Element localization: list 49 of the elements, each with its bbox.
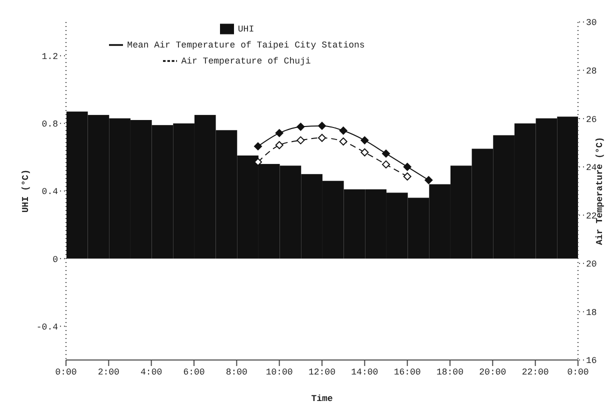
- point: [254, 158, 262, 166]
- legend-label: UHI: [238, 24, 254, 34]
- x-tick-label: 10:00: [266, 367, 293, 378]
- point: [360, 136, 369, 144]
- point: [403, 172, 412, 181]
- x-tick-label: 18:00: [436, 367, 464, 378]
- y2-axis-title: Air Temperature (°C): [595, 136, 605, 246]
- point: [382, 150, 390, 158]
- y2-tick-label: 24: [586, 163, 597, 174]
- point: [296, 122, 305, 131]
- x-tick-label: 0:00: [567, 367, 589, 378]
- y2-tick-label: 30: [586, 18, 597, 28]
- y2-tick-label: 18: [586, 308, 597, 318]
- x-axis-title: Time: [311, 394, 333, 403]
- x-tick-label: 16:00: [394, 367, 421, 378]
- y-tick-label: 1.2: [42, 52, 58, 62]
- x-tick-label: 12:00: [308, 367, 336, 378]
- point: [296, 136, 305, 144]
- point: [360, 148, 369, 156]
- y-tick-label: 0: [52, 254, 58, 265]
- point: [339, 126, 348, 135]
- y2-tick-label: 20: [586, 260, 597, 270]
- y2-tick-label: 16: [586, 356, 597, 366]
- point: [318, 134, 326, 142]
- x-tick-label: 4:00: [140, 367, 162, 378]
- x-tick-label: 20:00: [479, 367, 506, 378]
- y2-tick-label: 28: [586, 66, 597, 76]
- y-tick-label: 0.4: [42, 187, 58, 198]
- legend-label: Air Temperature of Chuji: [181, 56, 311, 66]
- point: [275, 141, 284, 150]
- legend-label: Mean Air Temperature of Taipei City Stations: [127, 40, 365, 50]
- x-tick-label: 0:00: [55, 367, 77, 378]
- y-tick-label: -0.4: [36, 322, 58, 332]
- x-tick-label: 6:00: [183, 367, 205, 378]
- point: [403, 162, 412, 171]
- point: [318, 122, 326, 130]
- x-tick-label: 2:00: [98, 367, 120, 378]
- point: [254, 142, 262, 150]
- x-tick-label: 14:00: [351, 367, 378, 378]
- x-tick-label: 8:00: [226, 367, 248, 378]
- point: [275, 129, 284, 138]
- x-tick-label: 22:00: [522, 367, 549, 378]
- y-axis-title: UHI (°C): [21, 169, 31, 213]
- y2-tick-label: 26: [586, 114, 597, 125]
- point: [382, 160, 390, 168]
- y2-tick-label: 22: [586, 211, 597, 222]
- point: [424, 176, 433, 184]
- point: [339, 138, 348, 146]
- y-tick-label: 0.8: [42, 120, 58, 130]
